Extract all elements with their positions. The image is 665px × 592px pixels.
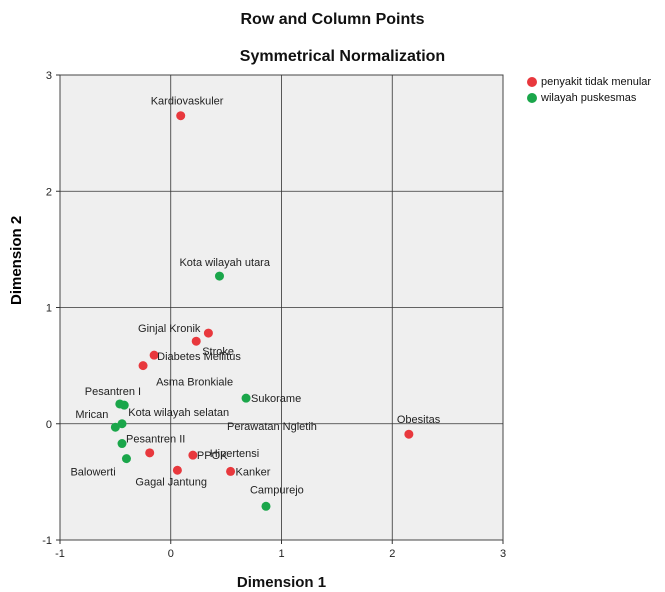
point-label: Pesantren I <box>85 386 141 398</box>
point-label: Kota wilayah selatan <box>128 407 229 419</box>
data-point <box>138 361 148 371</box>
point-label: Mrican <box>75 409 108 421</box>
data-point <box>110 422 120 432</box>
point-label: Balowerti <box>70 467 115 479</box>
point-label: Pesantren II <box>126 434 185 446</box>
data-point <box>241 393 251 403</box>
data-point <box>188 450 198 460</box>
point-label: Kardiovaskuler <box>151 96 224 108</box>
data-point <box>117 419 127 429</box>
legend-swatch-green <box>527 93 537 103</box>
data-point <box>149 350 159 360</box>
data-point <box>121 454 131 464</box>
chart-subtitle: Symmetrical Normalization <box>239 48 446 65</box>
y-axis-label: Dimension 2 <box>8 215 25 305</box>
data-point <box>404 429 414 439</box>
y-tick-label: 2 <box>46 186 52 198</box>
point-label: Campurejo <box>250 484 304 496</box>
point-label: Sukorame <box>251 393 301 405</box>
legend-item-wilayah: wilayah puskesmas <box>527 90 651 106</box>
point-label: Ginjal Kronik <box>138 323 201 335</box>
legend: penyakit tidak menular wilayah puskesmas <box>527 74 651 106</box>
legend-label: wilayah puskesmas <box>541 92 637 104</box>
data-point <box>119 400 129 410</box>
x-tick-label: 0 <box>168 548 174 560</box>
point-label: Perawatan Ngletih <box>227 421 317 433</box>
data-point <box>261 501 271 511</box>
data-point <box>203 328 213 338</box>
x-tick-label: 2 <box>389 548 395 560</box>
legend-swatch-red <box>527 77 537 87</box>
point-label: Gagal Jantung <box>135 476 207 488</box>
point-label: Kota wilayah utara <box>179 257 270 269</box>
data-point <box>145 448 155 458</box>
x-tick-label: 3 <box>500 548 506 560</box>
y-tick-label: 0 <box>46 419 52 431</box>
data-point <box>214 271 224 281</box>
x-axis-label: Dimension 1 <box>236 574 327 591</box>
chart-title: Row and Column Points <box>240 11 425 28</box>
data-point <box>226 466 236 476</box>
point-label: Kanker <box>236 466 271 478</box>
x-tick-label: 1 <box>278 548 284 560</box>
data-point <box>176 111 186 121</box>
data-point <box>172 465 182 475</box>
point-label: Diabetes Mellitus <box>157 351 241 363</box>
legend-label: penyakit tidak menular <box>541 76 652 88</box>
point-label: Asma Bronkiale <box>156 377 233 389</box>
y-tick-label: 1 <box>46 303 52 315</box>
y-tick-label: -1 <box>42 535 52 547</box>
point-label: PPOK <box>197 450 228 462</box>
x-tick-label: -1 <box>55 548 65 560</box>
point-label: Obesitas <box>397 414 441 426</box>
data-point <box>117 439 127 449</box>
point-label: Hipertensi <box>210 448 260 460</box>
legend-item-penyakit: penyakit tidak menular <box>527 74 651 90</box>
data-point <box>191 336 201 346</box>
point-label: Stroke <box>202 346 234 358</box>
y-tick-label: 3 <box>46 70 52 82</box>
